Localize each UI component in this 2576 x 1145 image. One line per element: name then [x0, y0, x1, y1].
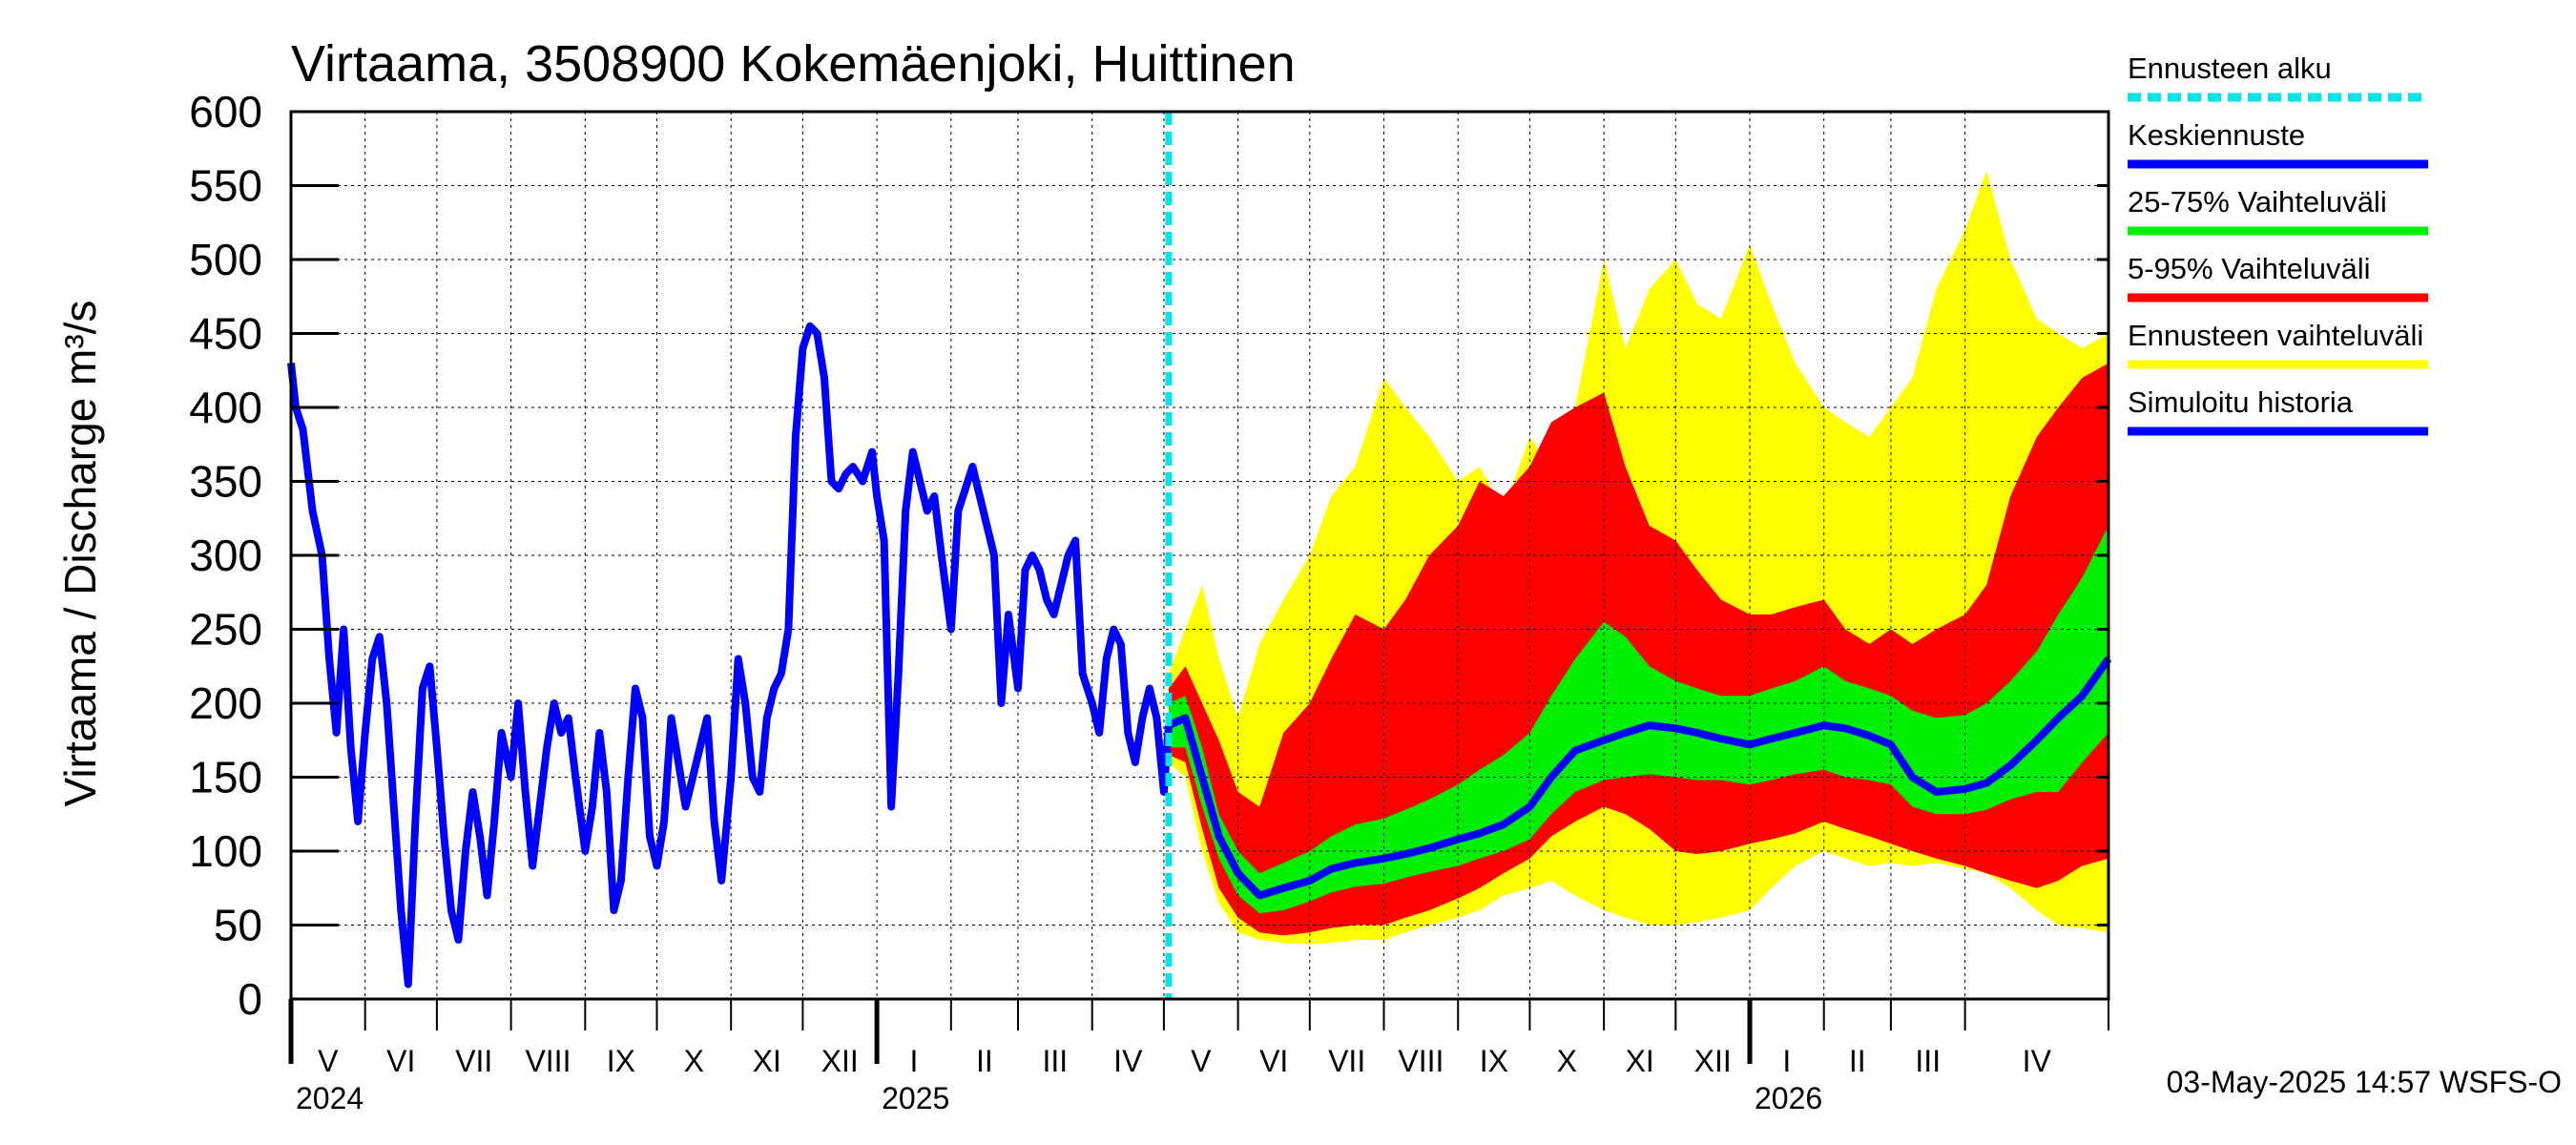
- y-tick-label: 400: [189, 383, 262, 432]
- month-label: V: [1191, 1044, 1212, 1078]
- month-label: XII: [821, 1044, 859, 1078]
- median-forecast-line: [1167, 656, 2112, 900]
- month-label: X: [1557, 1044, 1577, 1078]
- month-label: III: [1043, 1044, 1069, 1078]
- x-axis: V VI VII VIII IX X XI XII I II III IV V VI VII VIII IX X X…: [288, 999, 2109, 1115]
- month-label: I: [1782, 1044, 1791, 1078]
- month-label: VI: [386, 1044, 415, 1078]
- month-label: VII: [455, 1044, 492, 1078]
- band-5-95: [1168, 363, 2109, 936]
- month-label: II: [1849, 1044, 1866, 1078]
- y-tick-label: 50: [214, 901, 262, 950]
- month-label: IX: [607, 1044, 635, 1078]
- y-tick-label: 200: [189, 678, 262, 728]
- month-label: VI: [1259, 1044, 1288, 1078]
- y-tick-label: 250: [189, 605, 262, 655]
- month-label: XI: [753, 1044, 781, 1078]
- y-axis: 0 50 100 150 200 250 300 350 400 450 500 550 600: [189, 87, 2109, 1024]
- month-label: IV: [2023, 1044, 2052, 1078]
- year-label: 2026: [1755, 1081, 1822, 1115]
- legend-label: Simuloitu historia: [2128, 385, 2354, 419]
- y-tick-label: 450: [189, 309, 262, 359]
- month-label: I: [910, 1044, 919, 1078]
- legend: Ennusteen alku Keskiennuste 25-75% Vaihtel…: [2128, 52, 2428, 436]
- month-label: XII: [1694, 1044, 1732, 1078]
- chart-title: Virtaama, 3508900 Kokemäenjoki, Huittine…: [291, 35, 1296, 93]
- history-line: [287, 322, 1173, 989]
- year-label: 2024: [296, 1081, 364, 1115]
- y-tick-label: 550: [189, 161, 262, 211]
- month-label: IX: [1480, 1044, 1508, 1078]
- forecast-bands: [1168, 171, 2109, 945]
- y-tick-label: 300: [189, 531, 262, 580]
- y-tick-label: 150: [189, 753, 262, 802]
- y-tick-label: 600: [189, 87, 262, 136]
- y-axis-label: Virtaama / Discharge m³/s: [55, 301, 105, 807]
- band-25-75: [1168, 526, 2109, 914]
- series-lines: [287, 112, 2112, 999]
- month-label: X: [684, 1044, 704, 1078]
- legend-label: 5-95% Vaihteluväli: [2128, 252, 2370, 285]
- month-label: VIII: [1398, 1044, 1444, 1078]
- grid-lines: [290, 111, 2109, 1000]
- legend-label: Keskiennuste: [2128, 118, 2305, 152]
- month-label: V: [318, 1044, 339, 1078]
- month-label: IV: [1113, 1044, 1143, 1078]
- legend-label: Ennusteen vaihteluväli: [2128, 319, 2423, 352]
- month-label: II: [976, 1044, 993, 1078]
- month-label: XI: [1626, 1044, 1654, 1078]
- legend-label: 25-75% Vaihteluväli: [2128, 185, 2387, 219]
- y-tick-label: 0: [238, 974, 262, 1024]
- month-label: VIII: [525, 1044, 571, 1078]
- timestamp-footer: 03-May-2025 14:57 WSFS-O: [2167, 1065, 2562, 1099]
- y-tick-label: 500: [189, 235, 262, 284]
- y-tick-label: 100: [189, 826, 262, 876]
- y-tick-label: 350: [189, 457, 262, 507]
- month-label: VII: [1328, 1044, 1365, 1078]
- legend-label: Ennusteen alku: [2128, 52, 2332, 85]
- year-label: 2025: [882, 1081, 949, 1115]
- month-label: III: [1915, 1044, 1941, 1078]
